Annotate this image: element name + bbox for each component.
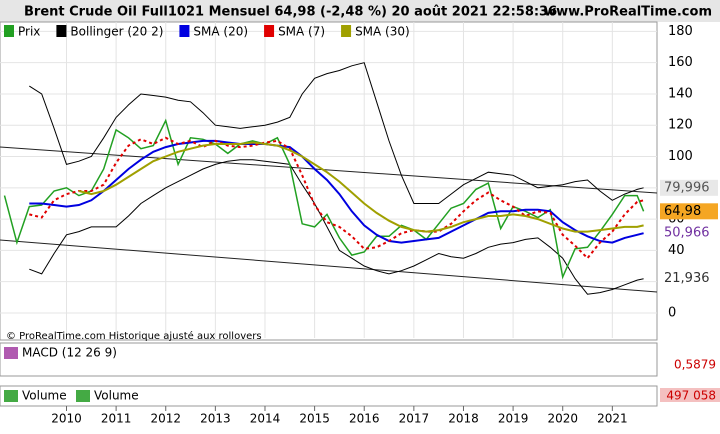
volume-last-box: [660, 388, 720, 402]
last-value-box: [660, 225, 718, 242]
last-value-label: 21,936: [664, 271, 710, 286]
y-tick-label: 100: [668, 149, 693, 164]
y-tick-label: 0: [668, 305, 676, 320]
last-value-label: 79,996: [664, 180, 710, 195]
x-tick-label: 2014: [250, 412, 281, 426]
last-value-box: [660, 179, 718, 196]
volume-label: Volume: [22, 389, 67, 403]
legend: Prix Bollinger (20 2) SMA (20) SMA (7) SMA (…: [4, 25, 410, 39]
trend-line: [0, 146, 658, 194]
x-tick-label: 2020: [547, 412, 578, 426]
x-tick-label: 2010: [51, 412, 82, 426]
macd-last: 0,5879: [674, 358, 716, 372]
macd-icon: [4, 347, 18, 359]
legend-label: SMA (30): [355, 25, 410, 39]
price-line: [3, 118, 645, 280]
last-value-box: [660, 270, 718, 287]
legend-box: [56, 25, 67, 37]
macd-panel: [0, 342, 658, 377]
y-tick-label: 40: [668, 243, 685, 258]
legend-box: [341, 25, 352, 37]
x-tick-label: 2019: [498, 412, 529, 426]
sma-line: [29, 136, 644, 260]
y-tick-label: 120: [668, 118, 693, 133]
legend-box: [264, 25, 275, 37]
legend-label: Bollinger (20 2): [70, 25, 163, 39]
legend-label: SMA (7): [278, 25, 325, 39]
x-tick-label: 2012: [150, 412, 181, 426]
legend-box: [179, 25, 190, 37]
last-value-label: 50,966: [664, 226, 710, 241]
last-value-label: 64,98: [664, 204, 701, 219]
x-tick-label: 2018: [448, 412, 479, 426]
y-tick-label: 140: [668, 86, 693, 101]
site: www.ProRealTime.com: [544, 5, 712, 20]
sma-line: [78, 141, 644, 233]
legend-label: Prix: [18, 25, 40, 39]
legend-box: [4, 25, 14, 37]
volume-last: 497 058: [666, 389, 716, 403]
y-tick-label: 160: [668, 55, 693, 70]
chart-title: Brent Crude Oil Full1021 Mensuel 64,98 (…: [24, 5, 557, 20]
bollinger-band: [29, 159, 644, 295]
trend-line: [0, 239, 658, 293]
volume-panel: [0, 385, 658, 407]
last-value-box: [660, 203, 718, 220]
note: © ProRealTime.com Historique ajusté aux …: [6, 330, 262, 342]
x-tick-label: 2013: [200, 412, 231, 426]
bollinger-band: [29, 62, 644, 204]
sma-line: [29, 139, 644, 244]
x-tick-label: 2016: [349, 412, 380, 426]
x-tick-label: 2015: [299, 412, 330, 426]
volume-icon: [76, 390, 90, 402]
macd-label: MACD (12 26 9): [22, 346, 117, 360]
x-tick-label: 2021: [597, 412, 628, 426]
x-tick-label: 2017: [399, 412, 430, 426]
x-tick-label: 2011: [101, 412, 132, 426]
legend-label: SMA (20): [193, 25, 248, 39]
header-bar: [0, 0, 720, 22]
volume-icon: [4, 390, 18, 402]
y-tick-label: 180: [668, 24, 693, 39]
volume-label: Volume: [94, 389, 139, 403]
